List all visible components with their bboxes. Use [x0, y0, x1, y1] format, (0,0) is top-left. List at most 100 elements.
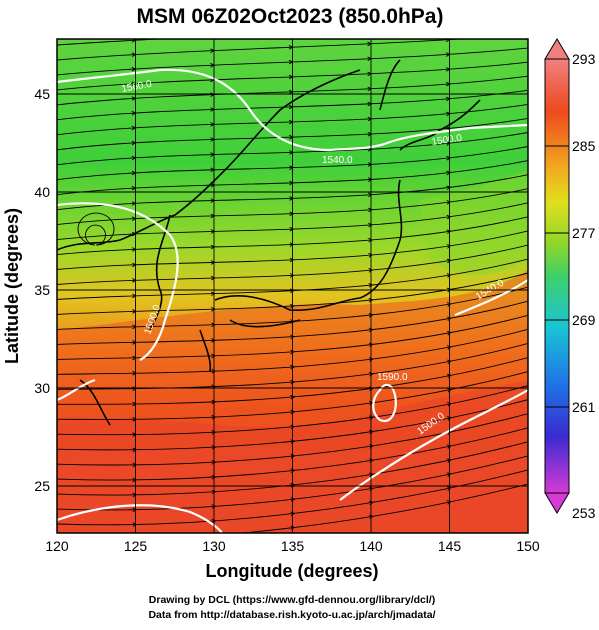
streamline-arrow — [446, 185, 452, 191]
streamline-arrow — [368, 207, 373, 213]
y-tick-label: 25 — [34, 478, 50, 494]
x-tick-label: 125 — [124, 538, 148, 554]
streamline-arrow — [132, 522, 138, 527]
credit-line-2: Data from http://database.rish.kyoto-u.a… — [148, 609, 435, 621]
streamline-arrow — [367, 192, 373, 198]
streamline-arrow — [211, 489, 217, 495]
streamline-arrow — [290, 379, 296, 385]
x-tick-label: 145 — [438, 538, 462, 554]
streamline — [57, 399, 528, 451]
colorbar-label: 253 — [572, 505, 596, 521]
colorbar: 293 285 277 269 261 253 — [544, 38, 596, 521]
streamline-arrow — [446, 402, 452, 407]
grid-lines — [57, 39, 528, 533]
x-tick-label: 150 — [516, 538, 540, 554]
streamline — [57, 314, 528, 360]
streamline — [57, 188, 528, 226]
streamline — [57, 75, 528, 106]
x-tick-label: 120 — [45, 538, 69, 554]
streamline-arrow — [132, 401, 138, 407]
streamline — [57, 244, 528, 285]
y-tick-label: 35 — [34, 282, 50, 298]
plot-frame — [56, 38, 529, 534]
streamline — [57, 202, 528, 241]
streamline — [57, 216, 528, 256]
streamline — [57, 103, 528, 136]
y-tick-label: 45 — [34, 86, 50, 102]
streamline — [57, 371, 528, 420]
streamline-arrow — [367, 162, 373, 167]
cool-east-sea — [420, 170, 528, 275]
streamline — [57, 39, 466, 61]
streamline-arrow — [132, 462, 138, 468]
streamline-arrow — [446, 316, 452, 322]
colorbar-label: 285 — [572, 138, 596, 154]
streamline-arrow — [446, 302, 452, 307]
streamline-arrow — [290, 349, 295, 355]
credit-line-1: Drawing by DCL (https://www.gfd-dennou.o… — [149, 594, 435, 606]
streamline-arrow — [211, 322, 216, 328]
streamline — [57, 342, 528, 390]
streamline-arrow — [368, 252, 374, 258]
streamline-arrow — [368, 237, 374, 243]
streamline-arrow — [210, 34, 214, 38]
streamline-arrow — [132, 492, 138, 498]
streamline — [57, 328, 528, 375]
streamline-arrow — [132, 386, 138, 391]
colorbar-label: 293 — [572, 51, 596, 67]
streamline — [57, 357, 528, 405]
streamline-arrow — [289, 242, 295, 247]
streamline — [57, 132, 528, 166]
streamline-arrow — [446, 472, 452, 477]
streamline-arrow — [446, 287, 452, 293]
streamline-arrow — [132, 417, 138, 422]
streamline — [57, 117, 528, 151]
streamline-arrow — [132, 477, 138, 483]
streamline-arrow — [132, 447, 138, 453]
streamline-arrow — [446, 359, 452, 365]
streamline-arrow — [132, 507, 138, 513]
streamline-arrow — [211, 414, 217, 420]
streamline-arrow — [290, 394, 296, 400]
streamline — [57, 300, 528, 345]
streamline — [57, 230, 528, 270]
x-tick-label: 140 — [359, 538, 383, 554]
streamline-arrow — [132, 432, 138, 437]
streamline-arrow — [211, 459, 217, 465]
streamline — [57, 61, 528, 91]
streamline-arrow — [211, 368, 217, 374]
streamline-arrow — [211, 518, 217, 524]
streamline-arrow — [368, 327, 374, 333]
streamline — [236, 483, 528, 533]
streamline-arrow — [211, 338, 216, 343]
streamline-arrow — [446, 486, 452, 491]
streamline-arrow — [289, 303, 295, 309]
streamline-arrow — [446, 141, 451, 146]
streamline-arrow — [368, 297, 374, 303]
wind-streamlines — [57, 23, 528, 538]
streamline-arrow — [446, 214, 452, 220]
streamline — [57, 385, 528, 436]
colorbar-bottom-arrow — [544, 492, 570, 514]
colorbar-label: 261 — [572, 399, 596, 415]
streamline-arrow — [446, 273, 452, 278]
streamline-arrow — [210, 275, 216, 281]
streamline-arrow — [446, 200, 452, 205]
streamline — [57, 427, 528, 481]
streamline-arrow — [446, 23, 450, 27]
streamline-arrow — [212, 534, 216, 538]
streamline-arrow — [289, 257, 295, 263]
streamline-arrow — [446, 170, 452, 176]
contour-label: 1540.0 — [322, 155, 353, 166]
streamline-arrow — [211, 445, 217, 450]
streamline-arrow — [446, 229, 452, 235]
streamline-arrow — [211, 306, 216, 312]
colorbar-label: 277 — [572, 225, 596, 241]
streamline-arrow — [446, 258, 452, 264]
contour-label: 1500.0 — [431, 133, 463, 148]
streamline — [57, 160, 528, 196]
streamline-arrow — [367, 177, 373, 182]
streamline-arrow — [211, 474, 217, 480]
streamline-arrow — [211, 399, 217, 405]
colorbar-gradient — [544, 58, 570, 494]
